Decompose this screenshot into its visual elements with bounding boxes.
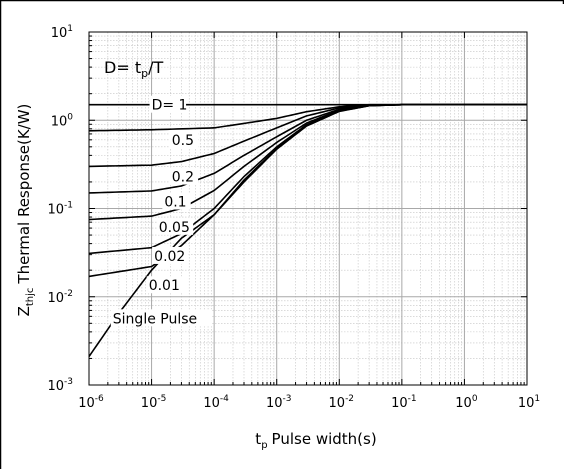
- x-tick-label: 100: [455, 394, 478, 411]
- series-label: 0.1: [164, 195, 186, 211]
- series-label-bg: [169, 130, 199, 148]
- series-label-bg: [149, 95, 187, 113]
- d-annotation: D= tp/T: [104, 58, 163, 80]
- axes: [88, 31, 528, 386]
- y-axis-label: ZthjcThermal Response(K/W): [15, 104, 36, 317]
- series-line-7: [88, 103, 527, 358]
- series-label: 0.05: [159, 220, 190, 236]
- series-label: 0.02: [154, 249, 185, 265]
- x-tick-label: 101: [518, 394, 540, 411]
- x-tick-label: 10-6: [78, 394, 104, 411]
- series-label-bg: [146, 276, 184, 294]
- x-tick-label: 10-1: [391, 394, 417, 411]
- x-axis-label: tp Pulse width(s): [255, 430, 376, 451]
- series-labels: D= 1 0.5 0.2 0.1 0.05 0.02 0.01 Single Pulse: [110, 95, 213, 327]
- series-label: 0.2: [172, 170, 194, 186]
- x-tick-label: 10-3: [266, 394, 292, 411]
- y-tick-label: 10-3: [47, 377, 73, 394]
- series-label-bg: [162, 192, 191, 210]
- x-tick-label: 10-4: [203, 394, 229, 411]
- series-label: Single Pulse: [113, 311, 197, 327]
- series-label-bg: [169, 167, 199, 185]
- x-tick-label: 10-2: [329, 394, 355, 411]
- series-label: 0.01: [149, 278, 180, 294]
- x-tick-label: 10-5: [141, 394, 167, 411]
- series-label-bg: [110, 309, 213, 327]
- series-label: D= 1: [152, 98, 188, 114]
- tick-labels: 10-6 10-5 10-4 10-3 10-2 10-1 100 101 10-3 10-2 10…: [47, 24, 540, 411]
- series-label: 0.5: [172, 133, 194, 149]
- y-tick-label: 10-1: [47, 201, 73, 218]
- y-tick-label: 100: [51, 112, 74, 129]
- series-label-bg: [152, 246, 189, 264]
- y-tick-label: 101: [51, 24, 73, 41]
- series-label-bg: [156, 217, 194, 235]
- y-tick-label: 10-2: [47, 289, 73, 306]
